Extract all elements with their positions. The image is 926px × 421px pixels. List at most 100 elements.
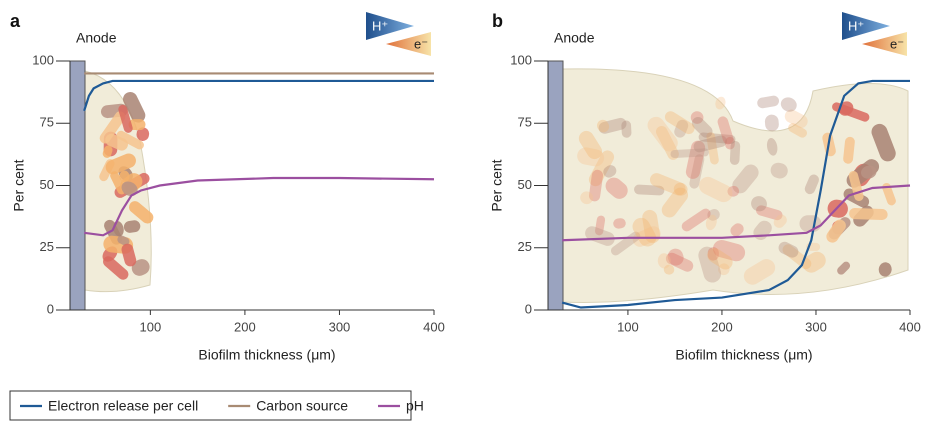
data-line (562, 184, 911, 242)
icon-label: H⁺ (848, 18, 864, 33)
cell (128, 119, 146, 131)
cell (690, 111, 704, 124)
x-axis-title: Biofilm thickness (μm) (675, 347, 812, 363)
x-tick-label: 400 (423, 319, 445, 334)
cell (136, 127, 150, 141)
cell (756, 205, 783, 221)
y-tick-label: 50 (518, 177, 532, 192)
cell (588, 150, 615, 187)
cell (802, 251, 826, 273)
cell (717, 116, 734, 145)
cell (689, 154, 705, 189)
cell (603, 165, 617, 178)
cell (588, 169, 604, 202)
cell (585, 226, 615, 246)
cell (99, 111, 126, 144)
cell (578, 130, 603, 160)
cell (667, 248, 684, 266)
cell (121, 243, 137, 267)
anode (547, 60, 564, 311)
legend: Electron release per cell Carbon source pH (9, 390, 424, 421)
y-axis-title: Per cent (11, 159, 27, 211)
cell (727, 185, 740, 197)
y-tick-label: 50 (40, 177, 54, 192)
data-line (83, 79, 434, 112)
cell (878, 262, 892, 277)
cell (673, 182, 688, 196)
cell (670, 148, 709, 158)
cell (598, 117, 627, 134)
cell (730, 223, 744, 237)
cell (837, 261, 851, 275)
cell (117, 235, 130, 246)
cell (691, 117, 713, 138)
cell (664, 111, 695, 135)
cell (657, 253, 671, 269)
cell (843, 136, 855, 164)
icon-label: H⁺ (372, 18, 388, 33)
cell (118, 104, 133, 133)
cell (743, 259, 776, 285)
proton-icon (366, 12, 414, 40)
cell (577, 147, 605, 167)
cell (647, 116, 678, 152)
cell (642, 209, 661, 244)
cell (766, 138, 778, 156)
cell (804, 174, 820, 195)
cell (632, 217, 657, 247)
cell (706, 132, 719, 165)
cell (712, 240, 746, 262)
cell (882, 182, 896, 206)
cell (655, 125, 679, 160)
cell (707, 209, 720, 221)
x-axis-title: Biofilm thickness (μm) (198, 347, 335, 363)
cell (103, 256, 129, 280)
x-tick-label: 300 (805, 319, 827, 334)
cell (784, 109, 808, 128)
cell (699, 176, 733, 203)
legend-box (9, 390, 412, 421)
cell (780, 97, 797, 112)
cell (707, 247, 719, 261)
cell (799, 215, 822, 233)
proton-icon (842, 12, 890, 40)
cell (764, 114, 779, 132)
cell (634, 184, 665, 196)
cell (580, 191, 594, 205)
cell (782, 244, 812, 270)
cell (649, 173, 686, 196)
y-tick-label: 75 (40, 115, 54, 130)
y-tick-label: 25 (518, 239, 532, 254)
cell (826, 219, 846, 243)
y-tick-label: 100 (32, 52, 54, 67)
panel-label: a (10, 11, 21, 31)
y-tick-label: 100 (510, 52, 532, 67)
cell (693, 135, 727, 153)
x-tick-label: 100 (617, 319, 639, 334)
cell (123, 220, 141, 233)
icon-label: e⁻ (890, 36, 904, 51)
x-tick-label: 400 (899, 319, 921, 334)
biofilm-matrix (562, 68, 909, 303)
cell (674, 119, 689, 138)
y-tick-label: 25 (40, 239, 54, 254)
biofilm (84, 70, 154, 293)
cell (613, 218, 626, 229)
legend-label: Electron release per cell (48, 398, 198, 414)
cell (129, 201, 154, 224)
icon-label: e⁻ (414, 36, 428, 51)
data-line (561, 79, 910, 309)
cell (123, 91, 146, 123)
cell (718, 263, 730, 276)
cell (757, 95, 780, 109)
cell (725, 136, 735, 150)
cell (698, 132, 736, 144)
data-line (84, 176, 435, 237)
cell (685, 140, 706, 179)
y-tick-label: 75 (518, 115, 532, 130)
x-tick-label: 200 (234, 319, 256, 334)
anode (69, 60, 86, 311)
cell (665, 252, 694, 272)
cell (751, 196, 767, 212)
